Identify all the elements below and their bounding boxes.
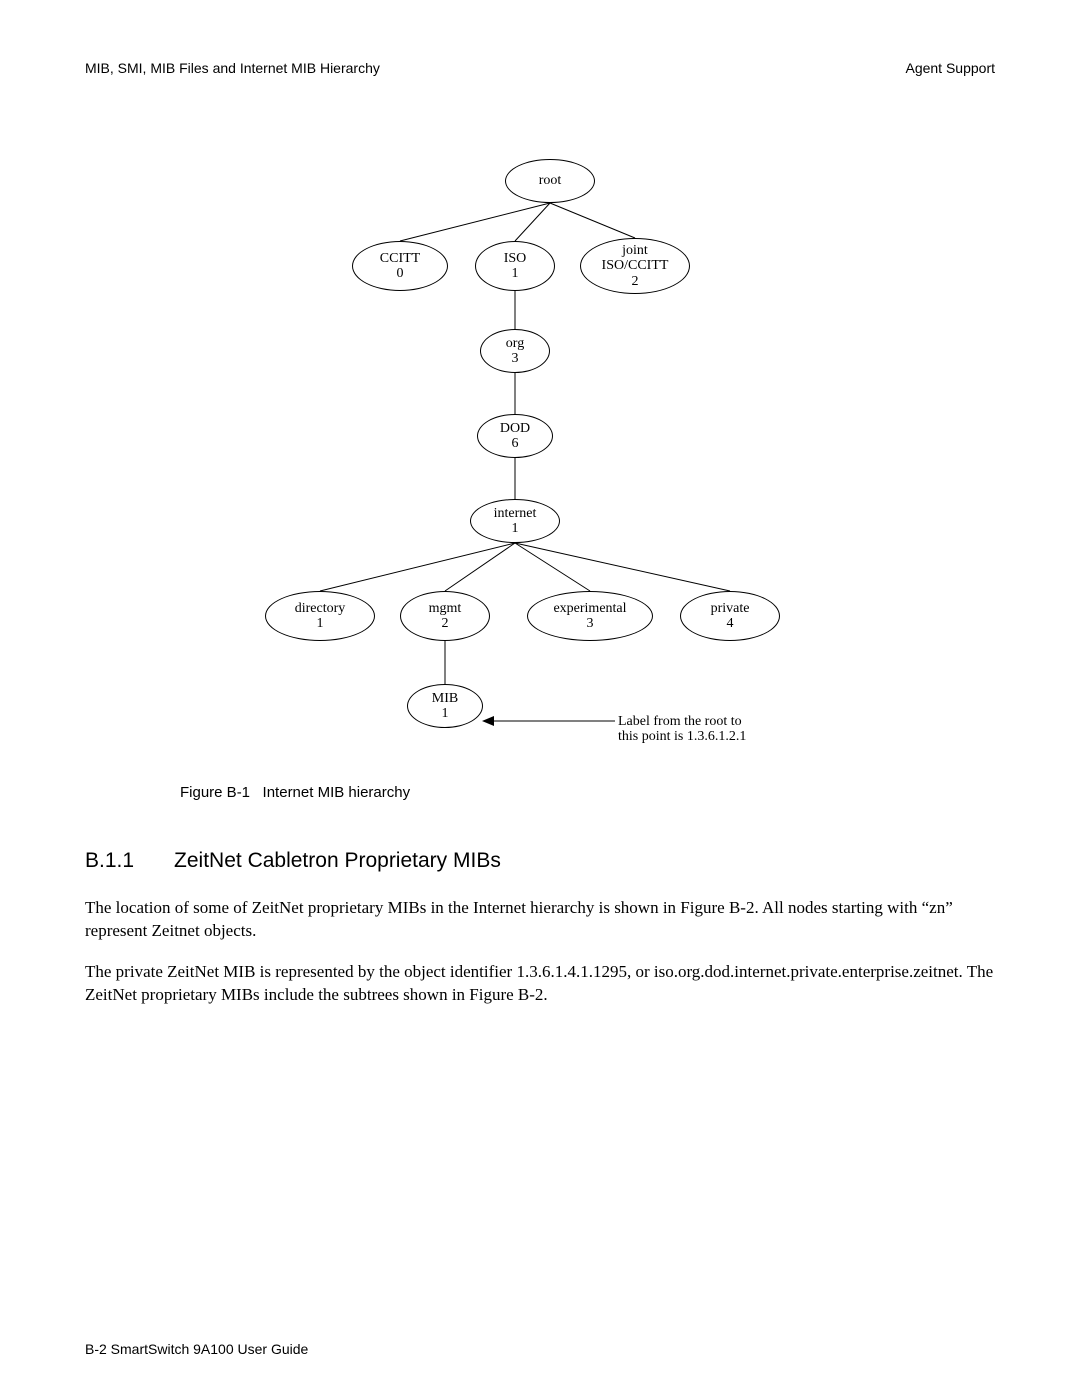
node-joint: jointISO/CCITT2 [580,238,690,294]
node-ccitt: CCITT0 [352,241,448,291]
page-footer: B-2 SmartSwitch 9A100 User Guide [85,1341,308,1357]
paragraph-2: The private ZeitNet MIB is represented b… [85,961,995,1007]
section-heading: B.1.1 ZeitNet Cabletron Proprietary MIBs [85,849,995,873]
node-iso: ISO1 [475,241,555,291]
section-title: ZeitNet Cabletron Proprietary MIBs [174,849,501,873]
node-dod: DOD6 [477,414,553,458]
node-mib: MIB1 [407,684,483,728]
figure-label: Figure B-1 [180,784,250,801]
node-org: org3 [480,329,550,373]
node-private: private4 [680,591,780,641]
node-internet: internet1 [470,499,560,543]
mib-hierarchy-diagram: root CCITT0 ISO1 jointISO/CCITT2 org3 DOD6 int… [220,156,860,756]
section-number: B.1.1 [85,849,134,873]
diagram-annotation: Label from the root tothis point is 1.3.… [618,714,746,745]
header-right: Agent Support [905,60,995,76]
figure-text: Internet MIB hierarchy [263,784,411,801]
node-root: root [505,159,595,203]
figure-caption: Figure B-1 Internet MIB hierarchy [180,784,995,801]
node-directory: directory1 [265,591,375,641]
page-header: MIB, SMI, MIB Files and Internet MIB Hie… [85,60,995,76]
paragraph-1: The location of some of ZeitNet propriet… [85,897,995,943]
diagram-container: root CCITT0 ISO1 jointISO/CCITT2 org3 DOD6 int… [85,156,995,756]
node-mgmt: mgmt2 [400,591,490,641]
header-left: MIB, SMI, MIB Files and Internet MIB Hie… [85,60,380,76]
node-experimental: experimental3 [527,591,653,641]
